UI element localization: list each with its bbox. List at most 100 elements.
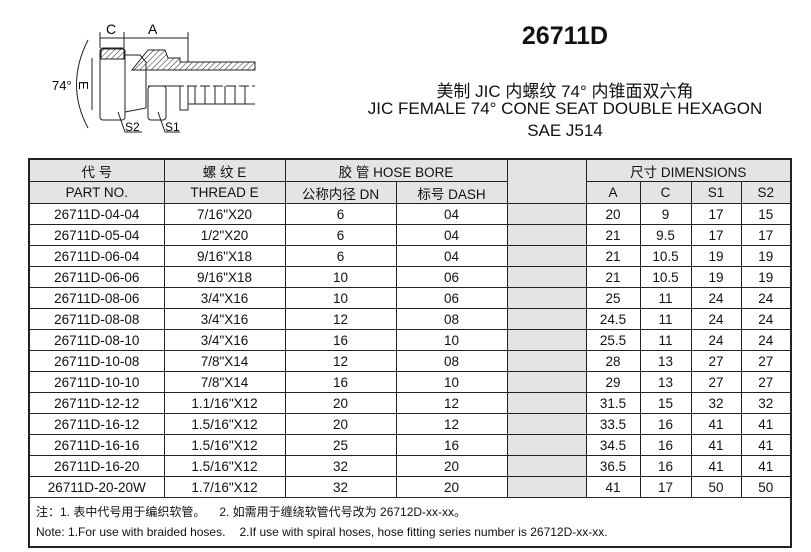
table-row: 26711D-08-08 3/4"X16 12 08 24.5 11 24 24 (28, 308, 792, 330)
blank-cell (506, 413, 587, 435)
header-part-en: PART NO. (28, 181, 165, 204)
table-row: 26711D-16-16 1.5/16"X12 25 16 34.5 16 41 41 (28, 434, 792, 456)
blank-cell (506, 455, 587, 477)
cell-dash: 12 (395, 392, 508, 414)
cell-c: 11 (639, 287, 692, 309)
cell-dash: 16 (395, 434, 508, 456)
cell-dash: 10 (395, 329, 508, 351)
label-s1: S1 (165, 120, 180, 134)
cell-part-no: 26711D-04-04 (28, 203, 165, 225)
blank-cell (506, 476, 587, 498)
cell-s1: 32 (690, 392, 742, 414)
cell-s2: 41 (740, 455, 792, 477)
cell-dash: 08 (395, 308, 508, 330)
cell-a: 21 (585, 266, 641, 288)
table-row: 26711D-08-06 3/4"X16 10 06 25 11 24 24 (28, 287, 792, 309)
blank-cell (506, 371, 587, 393)
cell-thread: 7/16"X20 (163, 203, 286, 225)
cell-part-no: 26711D-08-06 (28, 287, 165, 309)
table-row: 26711D-16-20 1.5/16"X12 32 20 36.5 16 41 41 (28, 455, 792, 477)
blank-cell (506, 392, 587, 414)
header-thread-en: THREAD E (163, 181, 286, 204)
cell-s2: 24 (740, 329, 792, 351)
cell-s2: 41 (740, 434, 792, 456)
header-part-cn: 代 号 (28, 158, 165, 182)
label-s2: S2 (125, 120, 140, 134)
cell-s1: 41 (690, 434, 742, 456)
note-cn-1: 注：1. 表中代号用于编织软管。 (36, 505, 206, 519)
cell-s1: 27 (690, 350, 742, 372)
header-thread-cn: 螺 纹 E (163, 158, 286, 182)
cell-part-no: 26711D-10-08 (28, 350, 165, 372)
cell-c: 13 (639, 350, 692, 372)
cell-thread: 1.1/16"X12 (163, 392, 286, 414)
cell-dn: 32 (284, 476, 397, 498)
blank-cell (506, 350, 587, 372)
cell-dn: 12 (284, 350, 397, 372)
header-a: A (585, 181, 641, 204)
blank-cell (506, 434, 587, 456)
cell-s2: 32 (740, 392, 792, 414)
cell-part-no: 26711D-06-04 (28, 245, 165, 267)
cell-thread: 1.7/16"X12 (163, 476, 286, 498)
cell-s1: 41 (690, 413, 742, 435)
cell-s2: 24 (740, 287, 792, 309)
cell-dn: 6 (284, 203, 397, 225)
cell-part-no: 26711D-08-08 (28, 308, 165, 330)
table-row: 26711D-04-04 7/16"X20 6 04 20 9 17 15 (28, 203, 792, 225)
title-standard: SAE J514 (527, 121, 603, 140)
cell-c: 15 (639, 392, 692, 414)
cell-dash: 20 (395, 476, 508, 498)
cell-s2: 17 (740, 224, 792, 246)
header-s1: S1 (690, 181, 742, 204)
cell-c: 17 (639, 476, 692, 498)
cell-thread: 3/4"X16 (163, 329, 286, 351)
cell-part-no: 26711D-16-16 (28, 434, 165, 456)
label-angle: 74° (52, 78, 72, 93)
label-e: E (76, 81, 91, 90)
blank-cell (506, 266, 587, 288)
cell-a: 25 (585, 287, 641, 309)
cell-thread: 1.5/16"X12 (163, 455, 286, 477)
cell-part-no: 26711D-08-10 (28, 329, 165, 351)
cell-c: 10.5 (639, 245, 692, 267)
cell-part-no: 26711D-20-20W (28, 476, 165, 498)
cell-s1: 24 (690, 329, 742, 351)
cell-c: 13 (639, 371, 692, 393)
table-row: 26711D-06-06 9/16"X18 10 06 21 10.5 19 19 (28, 266, 792, 288)
cell-thread: 1/2"X20 (163, 224, 286, 246)
cell-s1: 19 (690, 266, 742, 288)
cell-s1: 17 (690, 224, 742, 246)
cell-c: 10.5 (639, 266, 692, 288)
title-chinese: 美制 JIC 内螺纹 74° 内锥面双六角 (436, 82, 694, 101)
cell-dn: 32 (284, 455, 397, 477)
cell-s2: 24 (740, 308, 792, 330)
table-row: 26711D-06-04 9/16"X18 6 04 21 10.5 19 19 (28, 245, 792, 267)
cell-dash: 04 (395, 224, 508, 246)
header-dash: 标号 DASH (395, 181, 508, 204)
cell-thread: 3/4"X16 (163, 287, 286, 309)
cell-a: 21 (585, 224, 641, 246)
cell-s2: 27 (740, 371, 792, 393)
model-title: 26711D (521, 22, 609, 50)
table-row: 26711D-05-04 1/2"X20 6 04 21 9.5 17 17 (28, 224, 792, 246)
cell-dn: 16 (284, 329, 397, 351)
header-s2: S2 (740, 181, 792, 204)
blank-cell (506, 224, 587, 246)
label-c: C (106, 21, 116, 37)
cell-a: 31.5 (585, 392, 641, 414)
cell-dash: 12 (395, 413, 508, 435)
notes: 注：1. 表中代号用于编织软管。 2. 如需用于缠绕软管代号改为 26712D-x… (28, 497, 792, 548)
cell-a: 25.5 (585, 329, 641, 351)
cell-dash: 06 (395, 287, 508, 309)
cell-c: 16 (639, 434, 692, 456)
blank-cell (506, 287, 587, 309)
table-row: 26711D-10-08 7/8"X14 12 08 28 13 27 27 (28, 350, 792, 372)
blank-cell (506, 203, 587, 225)
cell-thread: 9/16"X18 (163, 245, 286, 267)
cell-c: 9 (639, 203, 692, 225)
cell-s1: 41 (690, 455, 742, 477)
cell-part-no: 26711D-12-12 (28, 392, 165, 414)
blank-cell (506, 308, 587, 330)
cell-part-no: 26711D-16-12 (28, 413, 165, 435)
